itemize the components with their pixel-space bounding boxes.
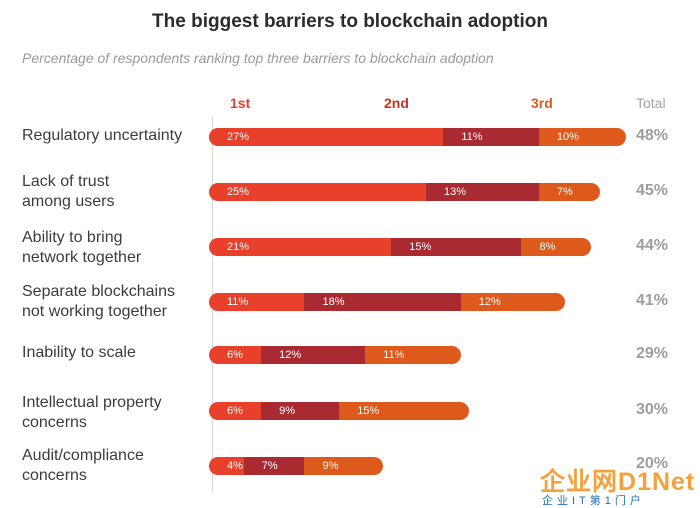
- row-total: 29%: [636, 345, 669, 362]
- watermark-sub: 企业IT第1门户: [542, 495, 645, 507]
- stacked-bar: 4% 7% 9%: [209, 457, 383, 475]
- watermark-logo: 企业网D1Net 企业IT第1门户: [540, 462, 700, 507]
- row-total: 30%: [636, 401, 669, 418]
- stacked-bar: 21% 15% 8%: [209, 238, 591, 256]
- bar-segment-3rd: 15%: [339, 402, 470, 420]
- bar-segment-1st: 27%: [209, 128, 444, 146]
- bar-segment-2nd: 15%: [391, 238, 522, 256]
- row-total: 41%: [636, 292, 669, 309]
- stacked-bar: 25% 13% 7%: [209, 183, 600, 201]
- category-label: Regulatory uncertainty: [22, 127, 183, 144]
- bar-segment-1st: 4%: [209, 457, 244, 475]
- chart-subtitle: Percentage of respondents ranking top th…: [22, 50, 494, 66]
- legend-2nd: 2nd: [384, 95, 409, 111]
- category-label: Intellectual property concerns: [22, 394, 162, 431]
- bar-segment-3rd: 9%: [304, 457, 383, 475]
- category-label: Separate blockchains not working togethe…: [22, 283, 175, 320]
- bar-segment-3rd: 8%: [521, 238, 591, 256]
- category-label: Ability to bring network together: [22, 229, 142, 266]
- bar-segment-3rd: 10%: [538, 128, 626, 146]
- stacked-bar: 11% 18% 12%: [209, 293, 565, 311]
- bar-segment-1st: 6%: [209, 346, 262, 364]
- bar-segment-1st: 6%: [209, 402, 262, 420]
- row-total: 45%: [636, 182, 669, 199]
- category-label: Audit/compliance concerns: [22, 447, 144, 484]
- bar-segment-3rd: 12%: [460, 293, 565, 311]
- bar-segment-2nd: 7%: [243, 457, 305, 475]
- bar-segment-3rd: 7%: [538, 183, 600, 201]
- chart-title: The biggest barriers to blockchain adopt…: [152, 11, 548, 32]
- bar-segment-1st: 21%: [209, 238, 392, 256]
- stacked-bar: 6% 9% 15%: [209, 402, 470, 420]
- total-header: Total: [636, 95, 666, 111]
- legend-1st: 1st: [230, 95, 251, 111]
- category-label: Inability to scale: [22, 344, 136, 361]
- category-label: Lack of trust among users: [22, 173, 115, 210]
- row-total: 44%: [636, 237, 669, 254]
- stacked-bar: 6% 12% 11%: [209, 346, 461, 364]
- bar-segment-1st: 11%: [209, 293, 305, 311]
- bar-segment-2nd: 13%: [426, 183, 539, 201]
- bar-segment-1st: 25%: [209, 183, 426, 201]
- row-total: 20%: [636, 455, 669, 472]
- bar-segment-2nd: 12%: [261, 346, 366, 364]
- bar-segment-2nd: 9%: [261, 402, 340, 420]
- legend-3rd: 3rd: [531, 95, 553, 111]
- bar-segment-2nd: 11%: [443, 128, 539, 146]
- stacked-bar: 27% 11% 10%: [209, 128, 626, 146]
- watermark-main: 企业网D1Net: [540, 468, 696, 496]
- bar-segment-3rd: 11%: [365, 346, 461, 364]
- row-total: 48%: [636, 127, 669, 144]
- bar-segment-2nd: 18%: [304, 293, 461, 311]
